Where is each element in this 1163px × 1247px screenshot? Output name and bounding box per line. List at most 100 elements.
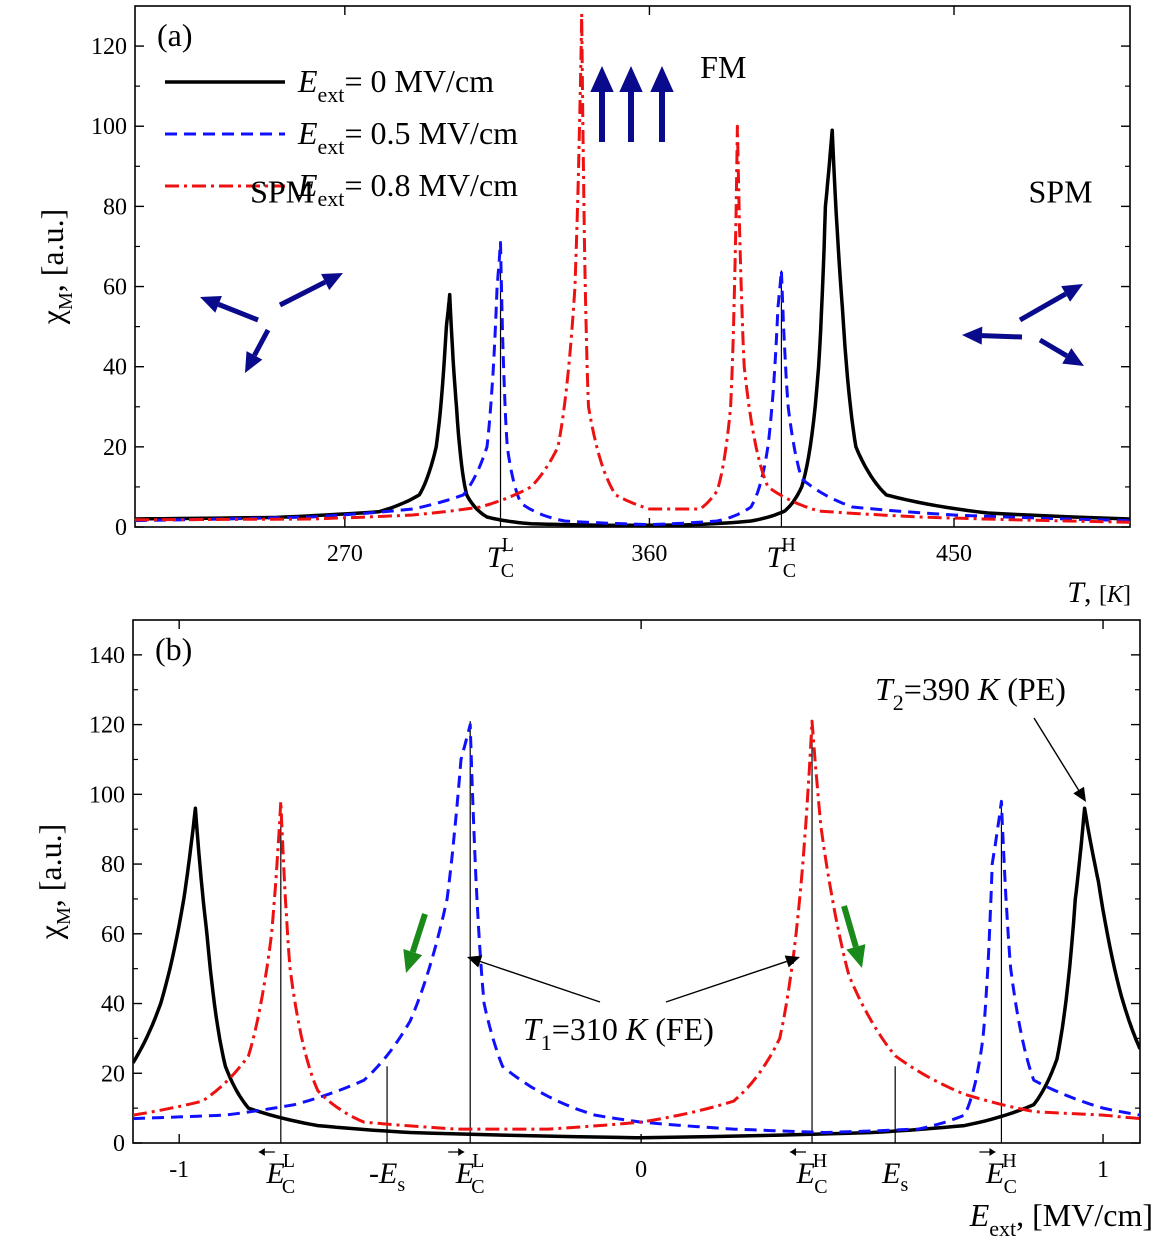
marker-label: EL C bbox=[265, 1150, 295, 1198]
y-tick-label: 140 bbox=[89, 643, 125, 669]
legend-rest: = 0.5 MV/cm bbox=[344, 115, 518, 151]
annotation-rest: =390 bbox=[904, 671, 978, 707]
x-axis-label: Eext, [MV/cm] bbox=[969, 1197, 1153, 1241]
pointer-arrow-head bbox=[467, 955, 483, 968]
vector-arrow-head bbox=[258, 1148, 265, 1156]
xlabel-t: T bbox=[1067, 576, 1086, 609]
annotation-base: T bbox=[875, 671, 895, 707]
marker-sub: C bbox=[814, 1176, 827, 1198]
pointer-arrow-head bbox=[784, 955, 800, 968]
legend-base: E bbox=[297, 167, 318, 203]
series bbox=[133, 806, 1140, 1140]
ylabel-chi: χ bbox=[34, 309, 70, 325]
series bbox=[135, 128, 1130, 527]
marker-sup: H bbox=[781, 534, 795, 556]
x-tick-label: 270 bbox=[327, 541, 363, 567]
marker-label: Es bbox=[881, 1157, 908, 1196]
marker-sup: L bbox=[502, 534, 514, 556]
marker-sub: s bbox=[900, 1174, 908, 1196]
marker-base: T bbox=[767, 541, 786, 574]
vector-arrow-head bbox=[989, 1148, 996, 1156]
series-line bbox=[135, 241, 1130, 527]
x-tick-label: -1 bbox=[169, 1157, 189, 1183]
x-tick-label: 1 bbox=[1097, 1157, 1109, 1183]
annotation-label: SPM bbox=[250, 173, 314, 209]
marker-label: TL C bbox=[487, 534, 514, 582]
y-tick-label: 100 bbox=[91, 114, 127, 140]
series-line bbox=[133, 719, 1140, 1131]
pointer-arrow-shaft bbox=[1033, 717, 1080, 791]
annotation-italic: K bbox=[977, 671, 1001, 707]
y-tick-label: 120 bbox=[89, 713, 125, 739]
spin-arrow-shaft bbox=[1018, 291, 1067, 323]
marker-sub: C bbox=[501, 560, 514, 582]
pointer-arrow-head bbox=[1073, 786, 1086, 802]
ylabel-sub: M bbox=[53, 907, 75, 925]
legend-base: E bbox=[297, 63, 318, 99]
series bbox=[133, 723, 1140, 1134]
panel-label: (a) bbox=[157, 17, 193, 53]
legend-sub: ext bbox=[318, 82, 345, 107]
marker-base: E bbox=[265, 1157, 284, 1190]
annotation-sub: 2 bbox=[893, 690, 904, 715]
marker-label: EL C bbox=[455, 1150, 485, 1198]
direction-arrow-head bbox=[403, 949, 423, 973]
series bbox=[135, 241, 1130, 527]
series-line bbox=[133, 723, 1140, 1134]
series bbox=[135, 12, 1130, 524]
spin-arrow-shaft bbox=[981, 333, 1023, 340]
series-line bbox=[135, 12, 1130, 524]
plot-frame bbox=[132, 619, 1141, 1144]
fm-spin-arrow-head bbox=[590, 66, 614, 92]
marker-sub: C bbox=[282, 1176, 295, 1198]
vector-arrow-head bbox=[458, 1148, 465, 1156]
series-group bbox=[135, 12, 1130, 527]
annotation-rest: (PE) bbox=[999, 671, 1066, 707]
annotation-label: T2=390 K (PE) bbox=[875, 671, 1066, 715]
y-tick-label: 40 bbox=[101, 992, 125, 1018]
xlabel-e: E bbox=[969, 1197, 990, 1233]
marker-label: TH C bbox=[767, 534, 796, 582]
pointer-arrow-shaft bbox=[665, 960, 787, 1003]
marker-label: EH C bbox=[985, 1150, 1017, 1198]
xlabel-unit: , [MV/cm] bbox=[1016, 1197, 1153, 1233]
annotation-rest: (FE) bbox=[647, 1011, 714, 1047]
series-group bbox=[133, 719, 1140, 1140]
legend-sub: ext bbox=[318, 186, 345, 211]
y-axis-label: χM, [a.u.] bbox=[34, 209, 77, 326]
panel-label: (b) bbox=[155, 631, 192, 667]
y-axis-label: χM, [a.u.] bbox=[32, 824, 75, 941]
ylabel-sub: M bbox=[55, 292, 77, 310]
legend-entry: Eext= 0 MV/cm bbox=[297, 63, 494, 107]
pointer-arrow-shaft bbox=[480, 960, 601, 1003]
fm-spin-arrow-head bbox=[619, 66, 643, 92]
annotation-label: T1=310 K (FE) bbox=[523, 1011, 714, 1055]
marker-sup: H bbox=[813, 1150, 827, 1172]
x-tick-label: 450 bbox=[936, 541, 972, 567]
direction-arrow-shaft bbox=[841, 905, 859, 948]
marker-sup: H bbox=[1002, 1150, 1016, 1172]
y-tick-label: 0 bbox=[113, 1131, 125, 1157]
xlabel-comma: , bbox=[1084, 576, 1099, 609]
ylabel-chi: χ bbox=[32, 924, 68, 940]
annotation-rest: =310 bbox=[552, 1011, 626, 1047]
legend-base: E bbox=[297, 115, 318, 151]
legend-rest: = 0.8 MV/cm bbox=[344, 167, 518, 203]
marker-base: -E bbox=[369, 1157, 397, 1190]
marker-base: E bbox=[795, 1157, 814, 1190]
marker-base: E bbox=[985, 1157, 1004, 1190]
marker-sub: C bbox=[471, 1176, 484, 1198]
y-tick-label: 100 bbox=[89, 782, 125, 808]
y-tick-label: 40 bbox=[103, 355, 127, 381]
marker-sub: s bbox=[397, 1174, 405, 1196]
ylabel-rest: , [a.u.] bbox=[34, 209, 70, 293]
marker-sub: C bbox=[1004, 1176, 1017, 1198]
y-tick-label: 20 bbox=[103, 435, 127, 461]
legend-sub: ext bbox=[318, 134, 345, 159]
spin-arrow-head bbox=[1061, 284, 1083, 302]
y-tick-label: 60 bbox=[101, 922, 125, 948]
annotation-label: FM bbox=[700, 49, 746, 85]
annotation-sub: 1 bbox=[541, 1030, 552, 1055]
y-tick-label: 20 bbox=[101, 1061, 125, 1087]
